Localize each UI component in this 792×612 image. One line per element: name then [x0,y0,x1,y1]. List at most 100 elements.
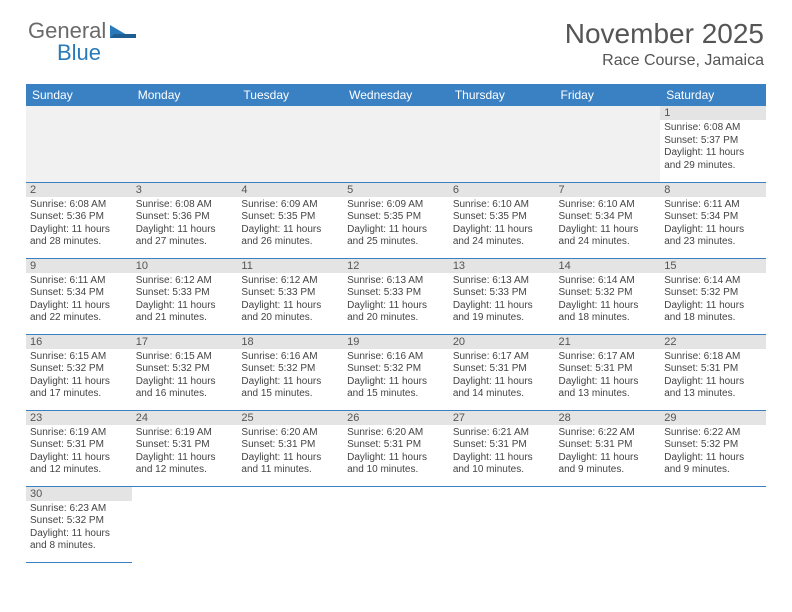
calendar-cell-empty [555,106,661,182]
sunrise-line: Sunrise: 6:20 AM [347,427,445,440]
weekday-header: Thursday [449,84,555,106]
daylight-line: Daylight: 11 hours and 16 minutes. [136,376,234,401]
sunrise-line: Sunrise: 6:20 AM [241,427,339,440]
sunset-line: Sunset: 5:34 PM [559,211,657,224]
calendar-cell: 27Sunrise: 6:21 AMSunset: 5:31 PMDayligh… [449,410,555,486]
daylight-line: Daylight: 11 hours and 24 minutes. [453,224,551,249]
calendar-cell: 8Sunrise: 6:11 AMSunset: 5:34 PMDaylight… [660,182,766,258]
daylight-line: Daylight: 11 hours and 20 minutes. [241,300,339,325]
daylight-line: Daylight: 11 hours and 20 minutes. [347,300,445,325]
day-number: 1 [660,106,766,120]
day-details: Sunrise: 6:16 AMSunset: 5:32 PMDaylight:… [237,349,343,405]
calendar-cell-empty [237,486,343,562]
day-number: 11 [237,259,343,273]
day-number: 12 [343,259,449,273]
sunset-line: Sunset: 5:33 PM [453,287,551,300]
day-details: Sunrise: 6:15 AMSunset: 5:32 PMDaylight:… [26,349,132,405]
calendar-cell: 22Sunrise: 6:18 AMSunset: 5:31 PMDayligh… [660,334,766,410]
daylight-line: Daylight: 11 hours and 10 minutes. [347,452,445,477]
day-number: 2 [26,183,132,197]
weekday-header: Tuesday [237,84,343,106]
day-details: Sunrise: 6:22 AMSunset: 5:32 PMDaylight:… [660,425,766,481]
day-details: Sunrise: 6:23 AMSunset: 5:32 PMDaylight:… [26,501,132,557]
calendar-cell: 21Sunrise: 6:17 AMSunset: 5:31 PMDayligh… [555,334,661,410]
calendar-cell: 4Sunrise: 6:09 AMSunset: 5:35 PMDaylight… [237,182,343,258]
daylight-line: Daylight: 11 hours and 18 minutes. [664,300,762,325]
calendar-cell: 23Sunrise: 6:19 AMSunset: 5:31 PMDayligh… [26,410,132,486]
sunrise-line: Sunrise: 6:13 AM [347,275,445,288]
sunrise-line: Sunrise: 6:15 AM [30,351,128,364]
calendar-cell: 24Sunrise: 6:19 AMSunset: 5:31 PMDayligh… [132,410,238,486]
sunset-line: Sunset: 5:31 PM [30,439,128,452]
day-details: Sunrise: 6:14 AMSunset: 5:32 PMDaylight:… [555,273,661,329]
day-number: 3 [132,183,238,197]
day-number: 15 [660,259,766,273]
day-number: 29 [660,411,766,425]
weekday-header: Friday [555,84,661,106]
sunrise-line: Sunrise: 6:14 AM [664,275,762,288]
day-details: Sunrise: 6:11 AMSunset: 5:34 PMDaylight:… [660,197,766,253]
day-number: 25 [237,411,343,425]
calendar-cell-empty [132,106,238,182]
sunset-line: Sunset: 5:31 PM [347,439,445,452]
day-number: 16 [26,335,132,349]
sunrise-line: Sunrise: 6:16 AM [347,351,445,364]
day-details: Sunrise: 6:22 AMSunset: 5:31 PMDaylight:… [555,425,661,481]
weekday-header: Saturday [660,84,766,106]
calendar-cell: 28Sunrise: 6:22 AMSunset: 5:31 PMDayligh… [555,410,661,486]
sunrise-line: Sunrise: 6:13 AM [453,275,551,288]
day-details: Sunrise: 6:11 AMSunset: 5:34 PMDaylight:… [26,273,132,329]
logo-flag-icon [110,18,136,44]
calendar-cell-empty [449,486,555,562]
sunrise-line: Sunrise: 6:11 AM [664,199,762,212]
sunset-line: Sunset: 5:31 PM [559,439,657,452]
sunrise-line: Sunrise: 6:19 AM [136,427,234,440]
sunset-line: Sunset: 5:36 PM [136,211,234,224]
daylight-line: Daylight: 11 hours and 28 minutes. [30,224,128,249]
sunset-line: Sunset: 5:36 PM [30,211,128,224]
sunrise-line: Sunrise: 6:15 AM [136,351,234,364]
daylight-line: Daylight: 11 hours and 12 minutes. [30,452,128,477]
weekday-row: SundayMondayTuesdayWednesdayThursdayFrid… [26,84,766,106]
calendar-cell-empty [343,106,449,182]
calendar-cell: 25Sunrise: 6:20 AMSunset: 5:31 PMDayligh… [237,410,343,486]
day-details: Sunrise: 6:20 AMSunset: 5:31 PMDaylight:… [237,425,343,481]
day-number: 4 [237,183,343,197]
daylight-line: Daylight: 11 hours and 13 minutes. [559,376,657,401]
day-details: Sunrise: 6:13 AMSunset: 5:33 PMDaylight:… [343,273,449,329]
sunrise-line: Sunrise: 6:14 AM [559,275,657,288]
sunrise-line: Sunrise: 6:08 AM [664,122,762,135]
calendar-cell: 10Sunrise: 6:12 AMSunset: 5:33 PMDayligh… [132,258,238,334]
day-details: Sunrise: 6:10 AMSunset: 5:35 PMDaylight:… [449,197,555,253]
day-details: Sunrise: 6:16 AMSunset: 5:32 PMDaylight:… [343,349,449,405]
sunrise-line: Sunrise: 6:12 AM [241,275,339,288]
sunrise-line: Sunrise: 6:11 AM [30,275,128,288]
calendar-row: 23Sunrise: 6:19 AMSunset: 5:31 PMDayligh… [26,410,766,486]
sunset-line: Sunset: 5:37 PM [664,135,762,148]
logo-word2-wrap: Blue [56,40,101,66]
calendar-cell: 9Sunrise: 6:11 AMSunset: 5:34 PMDaylight… [26,258,132,334]
calendar-body: 1 Sunrise: 6:08 AMSunset: 5:37 PM Daylight… [26,106,766,562]
calendar-row: 2Sunrise: 6:08 AMSunset: 5:36 PMDaylight… [26,182,766,258]
calendar-row: 30Sunrise: 6:23 AMSunset: 5:32 PMDayligh… [26,486,766,562]
calendar-table: SundayMondayTuesdayWednesdayThursdayFrid… [26,84,766,563]
sunrise-line: Sunrise: 6:10 AM [453,199,551,212]
sunrise-line: Sunrise: 6:22 AM [559,427,657,440]
calendar-cell: 15Sunrise: 6:14 AMSunset: 5:32 PMDayligh… [660,258,766,334]
day-number: 27 [449,411,555,425]
sunset-line: Sunset: 5:35 PM [241,211,339,224]
day-details: Sunrise: 6:08 AMSunset: 5:36 PMDaylight:… [132,197,238,253]
day-number: 8 [660,183,766,197]
weekday-header: Sunday [26,84,132,106]
daylight-line: Daylight: 11 hours and 14 minutes. [453,376,551,401]
sunset-line: Sunset: 5:32 PM [559,287,657,300]
sunset-line: Sunset: 5:31 PM [453,439,551,452]
daylight-line: Daylight: 11 hours and 11 minutes. [241,452,339,477]
month-title: November 2025 [565,18,764,50]
calendar-cell-empty [449,106,555,182]
calendar-cell-empty [26,106,132,182]
day-details: Sunrise: 6:10 AMSunset: 5:34 PMDaylight:… [555,197,661,253]
weekday-header: Monday [132,84,238,106]
sunrise-line: Sunrise: 6:09 AM [347,199,445,212]
calendar-cell: 13Sunrise: 6:13 AMSunset: 5:33 PMDayligh… [449,258,555,334]
